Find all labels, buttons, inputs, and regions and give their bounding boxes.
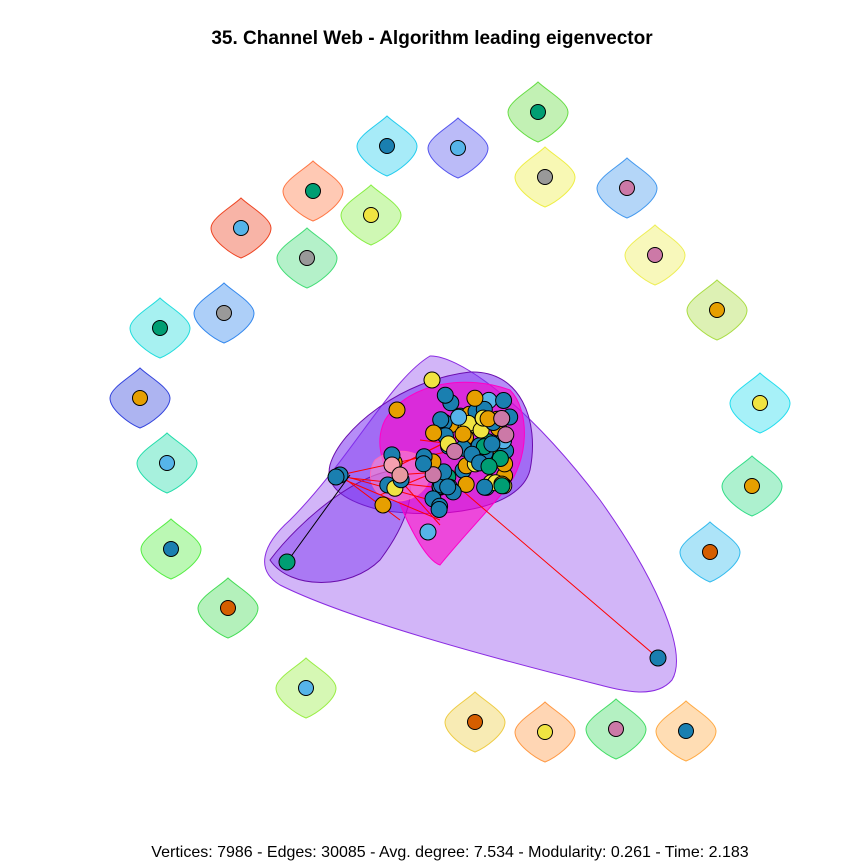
isolated-community [136, 432, 198, 494]
graph-node [327, 468, 345, 486]
graph-node [391, 466, 409, 484]
graph-node [678, 723, 694, 739]
graph-node [132, 390, 148, 406]
graph-node [163, 541, 179, 557]
isolated-community [193, 282, 255, 344]
graph-node [493, 410, 511, 427]
graph-node [430, 501, 448, 518]
graph-node [454, 425, 472, 443]
graph-node [709, 302, 725, 318]
graph-node [216, 305, 232, 321]
graph-node [233, 220, 249, 236]
graph-node [608, 721, 624, 737]
isolated-community [276, 227, 338, 289]
isolated-community [514, 701, 576, 763]
graph-node [425, 424, 443, 442]
graph-node [537, 724, 553, 740]
graph-node [419, 523, 437, 541]
isolated-communities [109, 81, 791, 763]
graph-node [619, 180, 635, 196]
isolated-community [275, 657, 337, 719]
isolated-community [129, 297, 191, 359]
isolated-community [197, 577, 259, 639]
graph-node [159, 455, 175, 471]
graph-node [424, 466, 442, 484]
graph-node [537, 169, 553, 185]
graph-node [305, 183, 321, 199]
isolated-community [340, 184, 402, 246]
graph-node [450, 408, 468, 426]
graph-node [415, 455, 432, 473]
graph-node [388, 401, 406, 419]
graph-node [480, 457, 498, 475]
isolated-community [109, 367, 171, 429]
graph-node [299, 250, 315, 266]
graph-node [457, 475, 475, 493]
isolated-community [729, 372, 791, 434]
isolated-community [514, 146, 576, 208]
isolated-community [282, 160, 344, 222]
graph-node [493, 477, 511, 495]
graph-node [363, 207, 379, 223]
graph-node [467, 714, 483, 730]
graph-node [298, 680, 314, 696]
graph-node [439, 478, 457, 496]
isolated-community [686, 279, 748, 341]
nodes [278, 371, 667, 667]
graph-node [649, 649, 667, 667]
edge [344, 479, 441, 521]
isolated-community [624, 224, 686, 286]
graph-node [702, 544, 718, 560]
graph-node [476, 478, 494, 496]
graph-node [450, 140, 466, 156]
graph-node [446, 442, 464, 460]
chart-title: 35. Channel Web - Algorithm leading eige… [211, 28, 653, 49]
isolated-community [585, 698, 647, 760]
graph-node [374, 496, 392, 514]
graph-node [495, 392, 513, 409]
graph-node [530, 104, 546, 120]
graph-node [379, 138, 395, 154]
isolated-community [507, 81, 569, 143]
graph-node [432, 411, 450, 429]
graph-node [423, 371, 441, 389]
graph-node [647, 247, 663, 263]
isolated-community [356, 115, 418, 177]
isolated-community [210, 197, 272, 259]
graph-node [466, 389, 484, 407]
graph-node [436, 386, 454, 404]
graph-node [152, 320, 168, 336]
graph-stats: Vertices: 7986 - Edges: 30085 - Avg. deg… [151, 844, 749, 861]
isolated-community [596, 157, 658, 219]
isolated-community [679, 521, 741, 583]
graph-node [744, 478, 760, 494]
edge [286, 474, 351, 563]
edge [449, 479, 659, 659]
graph-node [278, 553, 296, 571]
isolated-community [444, 691, 506, 753]
graph-node [220, 600, 236, 616]
edge [399, 479, 441, 526]
isolated-community [140, 518, 202, 580]
isolated-community [427, 117, 489, 179]
graph-node [483, 435, 501, 453]
isolated-community [721, 455, 783, 517]
graph-node [752, 395, 768, 411]
isolated-community [655, 700, 717, 762]
graph-node [497, 426, 515, 444]
